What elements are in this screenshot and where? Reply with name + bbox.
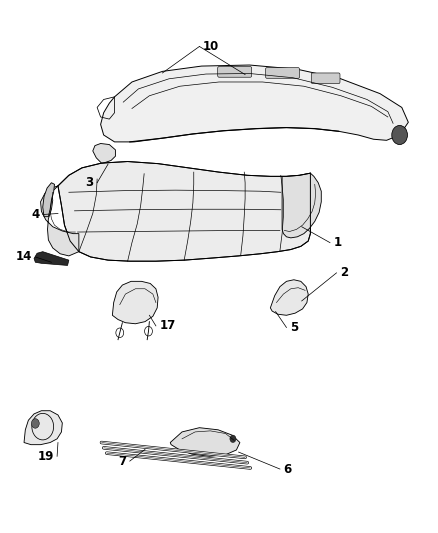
Polygon shape (101, 65, 408, 142)
Text: 17: 17 (159, 319, 176, 333)
Text: 14: 14 (15, 251, 32, 263)
Polygon shape (34, 252, 69, 265)
Polygon shape (282, 173, 321, 238)
Circle shape (32, 419, 39, 428)
Polygon shape (58, 161, 311, 261)
Polygon shape (270, 280, 308, 316)
Polygon shape (41, 186, 79, 256)
Text: 7: 7 (118, 455, 126, 467)
Text: 6: 6 (283, 463, 292, 475)
Text: 5: 5 (290, 321, 298, 334)
Text: 19: 19 (37, 450, 53, 463)
Text: 3: 3 (85, 176, 94, 189)
Polygon shape (24, 411, 62, 445)
Text: 2: 2 (340, 266, 348, 279)
Polygon shape (113, 281, 158, 324)
Polygon shape (93, 143, 116, 163)
Text: 10: 10 (203, 40, 219, 53)
FancyBboxPatch shape (218, 67, 252, 77)
Polygon shape (170, 427, 240, 456)
Circle shape (230, 435, 236, 442)
FancyBboxPatch shape (265, 68, 300, 78)
Circle shape (392, 125, 407, 144)
Text: 1: 1 (333, 236, 342, 249)
Text: 4: 4 (31, 208, 39, 221)
Polygon shape (43, 183, 54, 216)
FancyBboxPatch shape (311, 73, 340, 84)
